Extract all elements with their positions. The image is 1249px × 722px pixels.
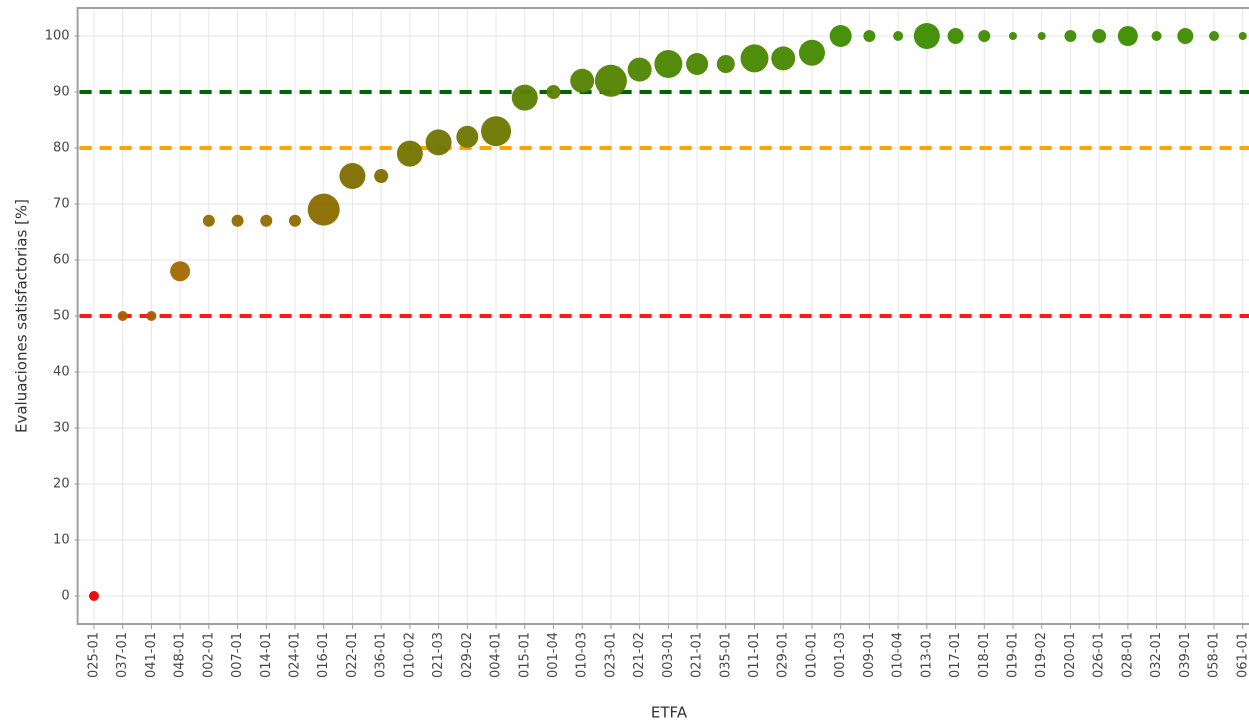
bubble — [307, 193, 340, 226]
bubble — [339, 163, 366, 189]
x-tick-label: 023-01 — [603, 632, 618, 678]
x-tick-label: 048-01 — [173, 632, 188, 678]
x-tick-label: 010-03 — [575, 632, 590, 678]
y-tick-label: 80 — [53, 141, 70, 156]
bubble — [1209, 31, 1220, 41]
x-tick-label: 010-02 — [402, 632, 417, 678]
bubble — [146, 311, 157, 321]
bubble — [1037, 32, 1046, 40]
x-tick-label: 010-01 — [804, 632, 819, 678]
x-tick-label: 058-01 — [1207, 632, 1222, 678]
x-tick-label: 018-01 — [977, 632, 992, 678]
x-tick-label: 036-01 — [374, 632, 389, 678]
x-tick-label: 061-01 — [1235, 632, 1249, 678]
x-tick-label: 041-01 — [144, 632, 159, 678]
bubble — [1117, 26, 1138, 46]
x-tick-label: 037-01 — [115, 632, 130, 678]
x-tick-label: 004-01 — [489, 632, 504, 678]
bubble — [863, 30, 876, 42]
bubble — [1238, 32, 1247, 40]
bubble — [289, 214, 301, 227]
bubble — [396, 140, 423, 167]
x-tick-label: 003-01 — [661, 632, 676, 678]
bubble — [511, 84, 538, 111]
bubble — [231, 214, 244, 227]
x-tick-label: 025-01 — [86, 632, 101, 678]
x-tick-label: 028-01 — [1120, 632, 1135, 678]
x-tick-label: 019-02 — [1034, 632, 1049, 678]
y-axis-label: Evaluaciones satisfactorias [%] — [13, 199, 31, 433]
x-tick-label: 021-03 — [431, 632, 446, 678]
y-tick-label: 30 — [53, 421, 70, 436]
bubble — [893, 31, 904, 41]
bubble — [654, 50, 683, 78]
bubble — [170, 261, 191, 282]
y-tick-label: 100 — [45, 29, 70, 44]
bubble — [1092, 29, 1107, 43]
x-tick-label: 024-01 — [288, 632, 303, 678]
bubble — [425, 129, 452, 156]
x-tick-label: 015-01 — [517, 632, 532, 678]
bubble — [546, 85, 561, 99]
x-tick-label: 010-04 — [891, 632, 906, 678]
x-tick-label: 016-01 — [316, 632, 331, 678]
bubble — [798, 39, 825, 66]
bubble — [1064, 30, 1077, 42]
x-tick-label: 019-01 — [1006, 632, 1021, 678]
y-tick-label: 90 — [53, 85, 70, 100]
y-tick-label: 20 — [53, 477, 70, 492]
x-axis-label: ETFA — [651, 704, 688, 722]
bubble — [1151, 31, 1162, 41]
y-tick-label: 60 — [53, 253, 70, 268]
x-tick-label: 022-01 — [345, 632, 360, 678]
y-tick-label: 40 — [53, 365, 70, 380]
bubble — [260, 214, 273, 227]
y-tick-label: 0 — [61, 589, 69, 604]
x-tick-label: 014-01 — [259, 632, 274, 678]
bubble — [481, 116, 512, 147]
x-tick-label: 013-01 — [919, 632, 934, 678]
bubble — [117, 311, 128, 321]
bubble — [374, 169, 389, 183]
bubble — [686, 53, 709, 75]
bubble — [88, 591, 99, 601]
x-tick-label: 009-01 — [862, 632, 877, 678]
bubble — [771, 46, 796, 71]
bubble — [829, 25, 852, 47]
bubble — [716, 55, 735, 73]
bubble — [1177, 28, 1194, 44]
x-tick-label: 017-01 — [948, 632, 963, 678]
x-tick-label: 026-01 — [1092, 632, 1107, 678]
bubble — [740, 44, 769, 73]
bubble — [202, 214, 215, 227]
bubble — [570, 68, 595, 93]
x-tick-label: 039-01 — [1178, 632, 1193, 678]
bubble — [978, 30, 991, 42]
y-tick-label: 10 — [53, 533, 70, 548]
x-tick-label: 029-01 — [776, 632, 791, 678]
x-tick-label: 007-01 — [230, 632, 245, 678]
y-tick-label: 50 — [53, 309, 70, 324]
x-tick-label: 021-01 — [690, 632, 705, 678]
x-tick-label: 021-02 — [632, 632, 647, 678]
x-tick-label: 032-01 — [1149, 632, 1164, 678]
x-tick-label: 001-03 — [833, 632, 848, 678]
x-tick-label: 035-01 — [718, 632, 733, 678]
bubble — [1009, 32, 1017, 40]
bubble — [594, 64, 627, 97]
x-tick-label: 001-04 — [546, 632, 561, 678]
bubble — [947, 28, 964, 44]
x-tick-label: 029-02 — [460, 632, 475, 678]
bubble — [456, 125, 479, 148]
x-tick-label: 011-01 — [747, 632, 762, 678]
bubble — [627, 57, 652, 82]
x-tick-label: 002-01 — [201, 632, 216, 678]
bubble — [913, 23, 940, 49]
x-tick-label: 020-01 — [1063, 632, 1078, 678]
y-tick-label: 70 — [53, 197, 70, 212]
